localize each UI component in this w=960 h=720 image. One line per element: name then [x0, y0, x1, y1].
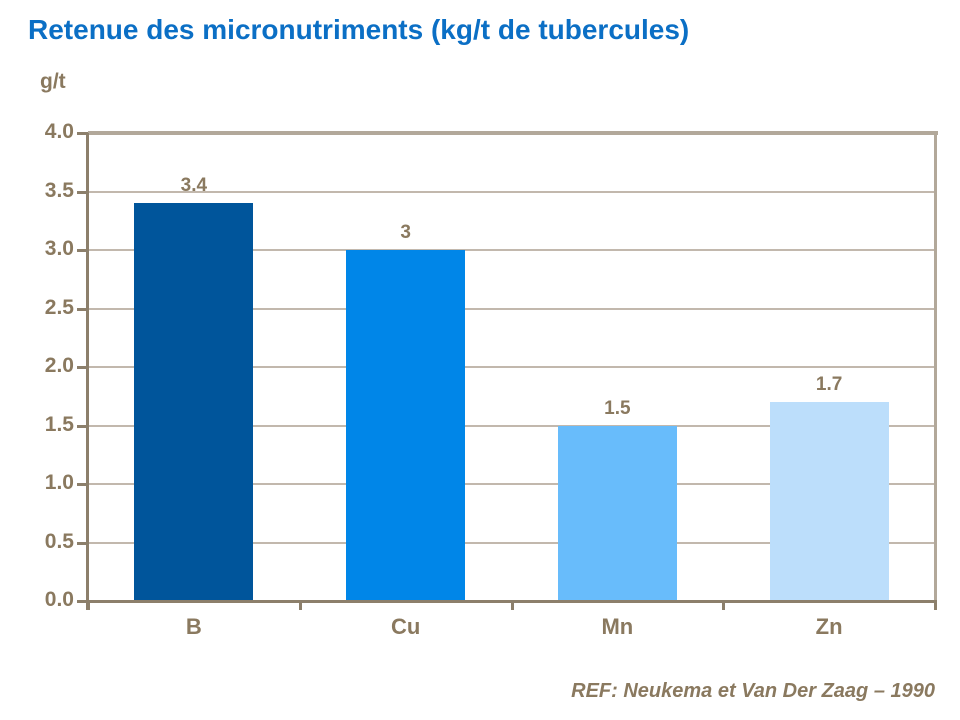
gridline [88, 424, 935, 427]
bar-zn [769, 402, 889, 601]
x-tick [87, 603, 90, 610]
gridline [88, 190, 935, 193]
x-tick [298, 603, 302, 610]
gridline [88, 541, 935, 544]
x-tick [934, 603, 937, 610]
chart-title: Retenue des micronutriments (kg/t de tub… [28, 14, 690, 45]
x-category-label: Mn [601, 614, 634, 639]
x-category-label: Zn [815, 614, 843, 639]
y-tick [77, 541, 88, 545]
bar-value-label: 1.7 [815, 374, 843, 396]
bar-cu [346, 250, 466, 601]
x-category-label: Cu [390, 614, 421, 639]
axis-line-y [86, 133, 89, 610]
y-tick [77, 307, 88, 311]
y-tick-label: 4.0 [44, 120, 74, 143]
x-tick [722, 603, 726, 610]
y-tick [77, 424, 88, 428]
bar-value-label: 1.5 [604, 397, 631, 419]
reference-text: REF: Neukema et Van Der Zaag – 1990 [571, 680, 935, 702]
x-tick [510, 603, 514, 610]
y-tick-label: 1.0 [44, 471, 74, 494]
bar-mn [557, 425, 677, 601]
gridline [88, 366, 935, 368]
y-tick-label: 3.0 [44, 237, 74, 260]
axis-line-x [77, 600, 937, 603]
y-tick-label: 3.5 [44, 178, 74, 202]
plot-border-top [88, 131, 938, 135]
gridline [88, 483, 935, 485]
y-tick [77, 366, 88, 369]
y-axis-unit-label: g/t [40, 70, 66, 93]
bar-value-label: 3 [400, 222, 411, 243]
x-category-label: B [185, 614, 202, 639]
y-tick-label: 0.0 [44, 588, 74, 611]
y-tick [77, 132, 88, 135]
y-tick-label: 2.5 [44, 295, 74, 319]
y-tick-label: 2.0 [44, 354, 74, 377]
plot-border-right [934, 133, 937, 601]
bar-value-label: 3.4 [180, 175, 208, 197]
y-tick-label: 0.5 [44, 529, 74, 553]
gridline [88, 249, 935, 251]
y-tick [77, 190, 88, 194]
gridline [88, 307, 935, 310]
bar-b [134, 203, 254, 601]
y-tick [77, 249, 88, 252]
y-tick-label: 1.5 [44, 412, 74, 436]
y-tick [77, 483, 88, 486]
